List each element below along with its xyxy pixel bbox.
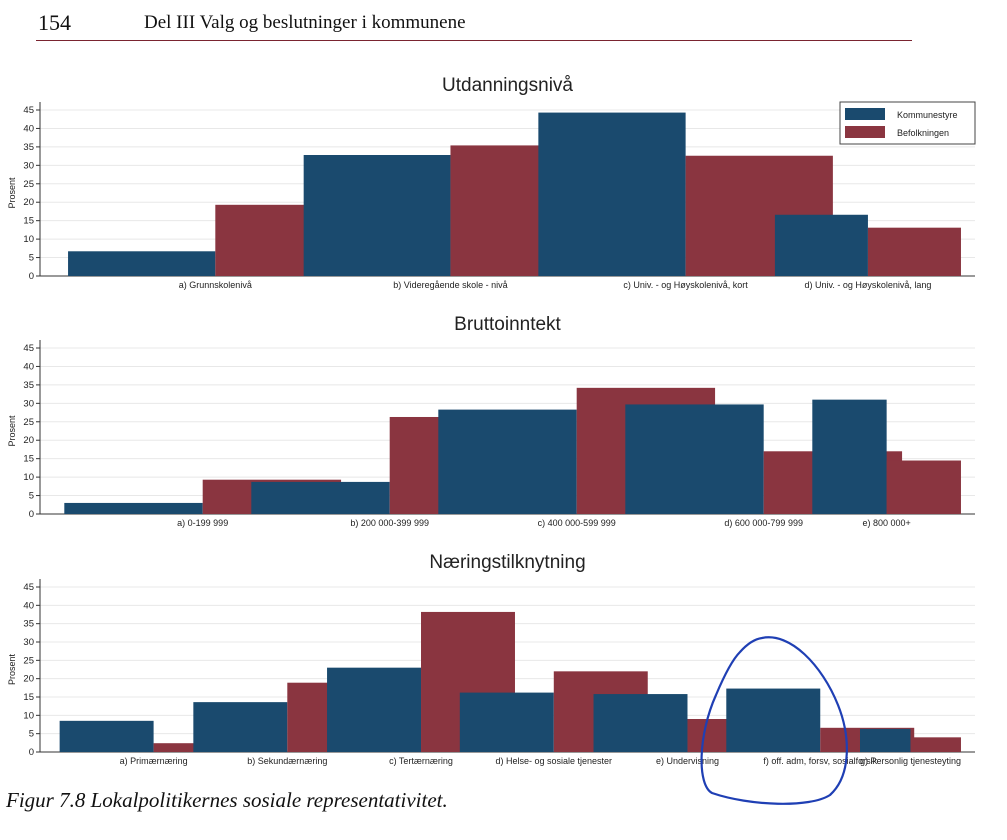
chart-2-ytick-label: 10	[23, 472, 34, 483]
chart-1-ytick-label: 30	[23, 160, 34, 171]
page-header: 154 Del III Valg og beslutninger i kommu…	[36, 8, 912, 41]
chart-1-title: Utdanningsnivå	[442, 75, 573, 96]
chart-1-ytick-label: 5	[29, 253, 34, 264]
chart-3-title: Næringstilknytning	[429, 552, 585, 573]
chart-3-bar-kommunestyre	[859, 728, 911, 752]
legend-label-befolkningen: Befolkningen	[897, 128, 949, 138]
chart-2-category-label: c) 400 000-599 999	[538, 518, 616, 528]
chart-2-bar-kommunestyre	[251, 481, 390, 514]
chart-3-bar-kommunestyre	[193, 702, 288, 752]
chart-1-ytick-label: 25	[23, 179, 34, 190]
chart-3-ytick-label: 40	[23, 600, 34, 611]
chart-3-ytick-label: 30	[23, 637, 34, 648]
chart-2-category-label: a) 0-199 999	[177, 518, 228, 528]
chart-1-ytick-label: 40	[23, 123, 34, 134]
legend-swatch-befolkningen	[845, 126, 885, 138]
chart-2-bar-kommunestyre	[438, 409, 577, 514]
page-number: 154	[38, 10, 71, 35]
chart-2-ytick-label: 0	[29, 509, 34, 520]
chart-3-category-label: b) Sekundærnæring	[247, 756, 327, 766]
chart-2-bar-befolkningen	[886, 460, 961, 514]
chart-3-ytick-label: 5	[29, 729, 34, 740]
chart-1-bar-befolkningen	[867, 227, 961, 276]
running-header: Del III Valg og beslutninger i kommunene	[144, 12, 466, 33]
chart-3-category-label: c) Tertærnæring	[389, 756, 453, 766]
chart-3-bar-befolkningen	[910, 737, 961, 752]
chart-1-ytick-label: 20	[23, 197, 34, 208]
chart-3-bar-kommunestyre	[459, 692, 554, 752]
chart-1-category-label: b) Videregående skole - nivå	[393, 280, 507, 290]
chart-1-category-label: a) Grunnskolenivå	[179, 280, 252, 290]
chart-2-ytick-label: 15	[23, 454, 34, 465]
chart-2-ytick-label: 35	[23, 380, 34, 391]
chart-3-ytick-label: 35	[23, 619, 34, 630]
chart-3-ytick-label: 25	[23, 655, 34, 666]
chart-1-bar-kommunestyre	[538, 112, 686, 277]
chart-2-bar-kommunestyre	[625, 404, 764, 514]
chart-2-ytick-label: 5	[29, 491, 34, 502]
chart-2-ytick-label: 40	[23, 361, 34, 372]
chart-3-bar-kommunestyre	[593, 694, 688, 752]
chart-2-bar-kommunestyre	[812, 399, 887, 514]
chart-2-bar-kommunestyre	[64, 502, 203, 514]
chart-3-ytick-label: 15	[23, 692, 34, 703]
chart-2-category-label: b) 200 000-399 999	[350, 518, 429, 528]
chart-2-title: Bruttoinntekt	[454, 314, 561, 335]
chart-3-category-label: a) Primærnæring	[120, 756, 188, 766]
chart-1-ytick-label: 0	[29, 271, 34, 282]
chart-3-ylabel: Prosent	[7, 653, 17, 685]
chart-1-ytick-label: 10	[23, 234, 34, 245]
chart-1-bar-kommunestyre	[303, 155, 451, 276]
chart-2-category-label: e) 800 000+	[862, 518, 910, 528]
chart-3-bar-kommunestyre	[327, 667, 422, 752]
chart-2-ylabel: Prosent	[7, 415, 17, 447]
chart-1-bar-kommunestyre	[774, 214, 868, 276]
chart-3-ytick-label: 45	[23, 582, 34, 593]
chart-2-ytick-label: 30	[23, 398, 34, 409]
chart-1-ylabel: Prosent	[7, 177, 17, 209]
chart-1-ytick-label: 45	[23, 105, 34, 116]
chart-1-ytick-label: 15	[23, 216, 34, 227]
figure-charts: Utdanningsnivå Prosent 0 5 10 15 20 25 30 35 40 45 a…	[7, 75, 976, 766]
chart-2-ytick-label: 20	[23, 435, 34, 446]
chart-3-category-label: d) Helse- og sosiale tjenester	[496, 756, 613, 766]
chart-2-ytick-label: 25	[23, 417, 34, 428]
legend-swatch-kommunestyre	[845, 108, 885, 120]
chart-3-category-label: g) Personlig tjenesteyting	[860, 756, 961, 766]
chart-2-ytick-label: 45	[23, 343, 34, 354]
chart-2-category-label: d) 600 000-799 999	[724, 518, 803, 528]
chart-1-category-label: c) Univ. - og Høyskolenivå, kort	[623, 280, 748, 290]
chart-3-ytick-label: 20	[23, 674, 34, 685]
chart-1-bar-kommunestyre	[68, 251, 216, 276]
chart-3-bar-kommunestyre	[59, 720, 154, 752]
chart-3-ytick-label: 0	[29, 747, 34, 758]
legend-label-kommunestyre: Kommunestyre	[897, 110, 958, 120]
chart-3-bar-kommunestyre	[726, 688, 821, 752]
chart-3-ytick-label: 10	[23, 710, 34, 721]
chart-1-ytick-label: 35	[23, 142, 34, 153]
figure-caption: Figur 7.8 Lokalpolitikernes sosiale repr…	[6, 788, 448, 812]
chart-3-category-label: e) Undervisning	[656, 756, 719, 766]
chart-1-category-label: d) Univ. - og Høyskolenivå, lang	[804, 280, 931, 290]
